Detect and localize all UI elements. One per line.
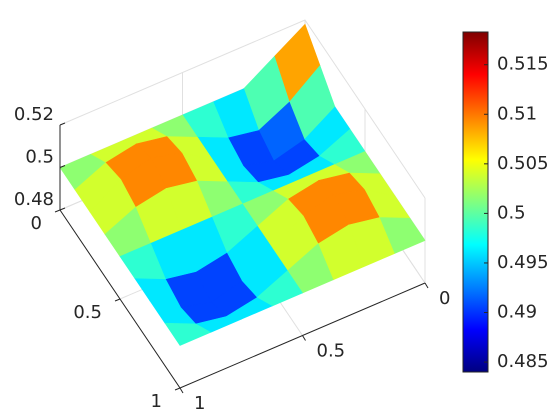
x-tick-label: 0.5: [73, 302, 102, 323]
z-tick-label: 0.52: [14, 104, 54, 125]
surface-patch: [164, 322, 212, 346]
y-tick-label: 1: [194, 393, 205, 414]
colorbar-tick-label: 0.515: [497, 54, 549, 75]
tick-mark: [59, 122, 66, 126]
colorbar-scale: [462, 31, 489, 373]
surface: [59, 23, 426, 346]
x-tick-label: 0: [31, 213, 42, 234]
tick-mark: [59, 165, 66, 168]
y-tick-label: 0.5: [317, 341, 346, 362]
colorbar-tick-label: 0.505: [497, 153, 549, 174]
z-tick-label: 0.48: [14, 189, 54, 210]
colorbar-tick-label: 0.495: [497, 252, 549, 273]
tick-mark: [302, 335, 306, 341]
tick-mark: [174, 387, 181, 391]
tick-mark: [54, 209, 61, 213]
y-tick-label: 0: [439, 288, 450, 309]
colorbar-tick-label: 0.5: [497, 202, 526, 223]
colorbar-tick-label: 0.485: [497, 351, 549, 372]
tick-mark: [59, 207, 66, 211]
colorbar: 0.485 0.49 0.495 0.5 0.505 0.51 0.515: [462, 31, 549, 373]
z-tick-label: 0.5: [25, 147, 54, 168]
tick-mark: [179, 387, 184, 394]
axes: 0 0.5 1 0 0.5 1 0.48 0.5 0.52: [14, 104, 451, 414]
colorbar-tick-label: 0.51: [497, 103, 537, 124]
colorbar-tick-label: 0.49: [497, 302, 537, 323]
tick-mark: [114, 298, 121, 302]
tick-mark: [424, 282, 429, 289]
grid-line: [59, 19, 426, 199]
x-tick-label: 1: [151, 391, 162, 412]
